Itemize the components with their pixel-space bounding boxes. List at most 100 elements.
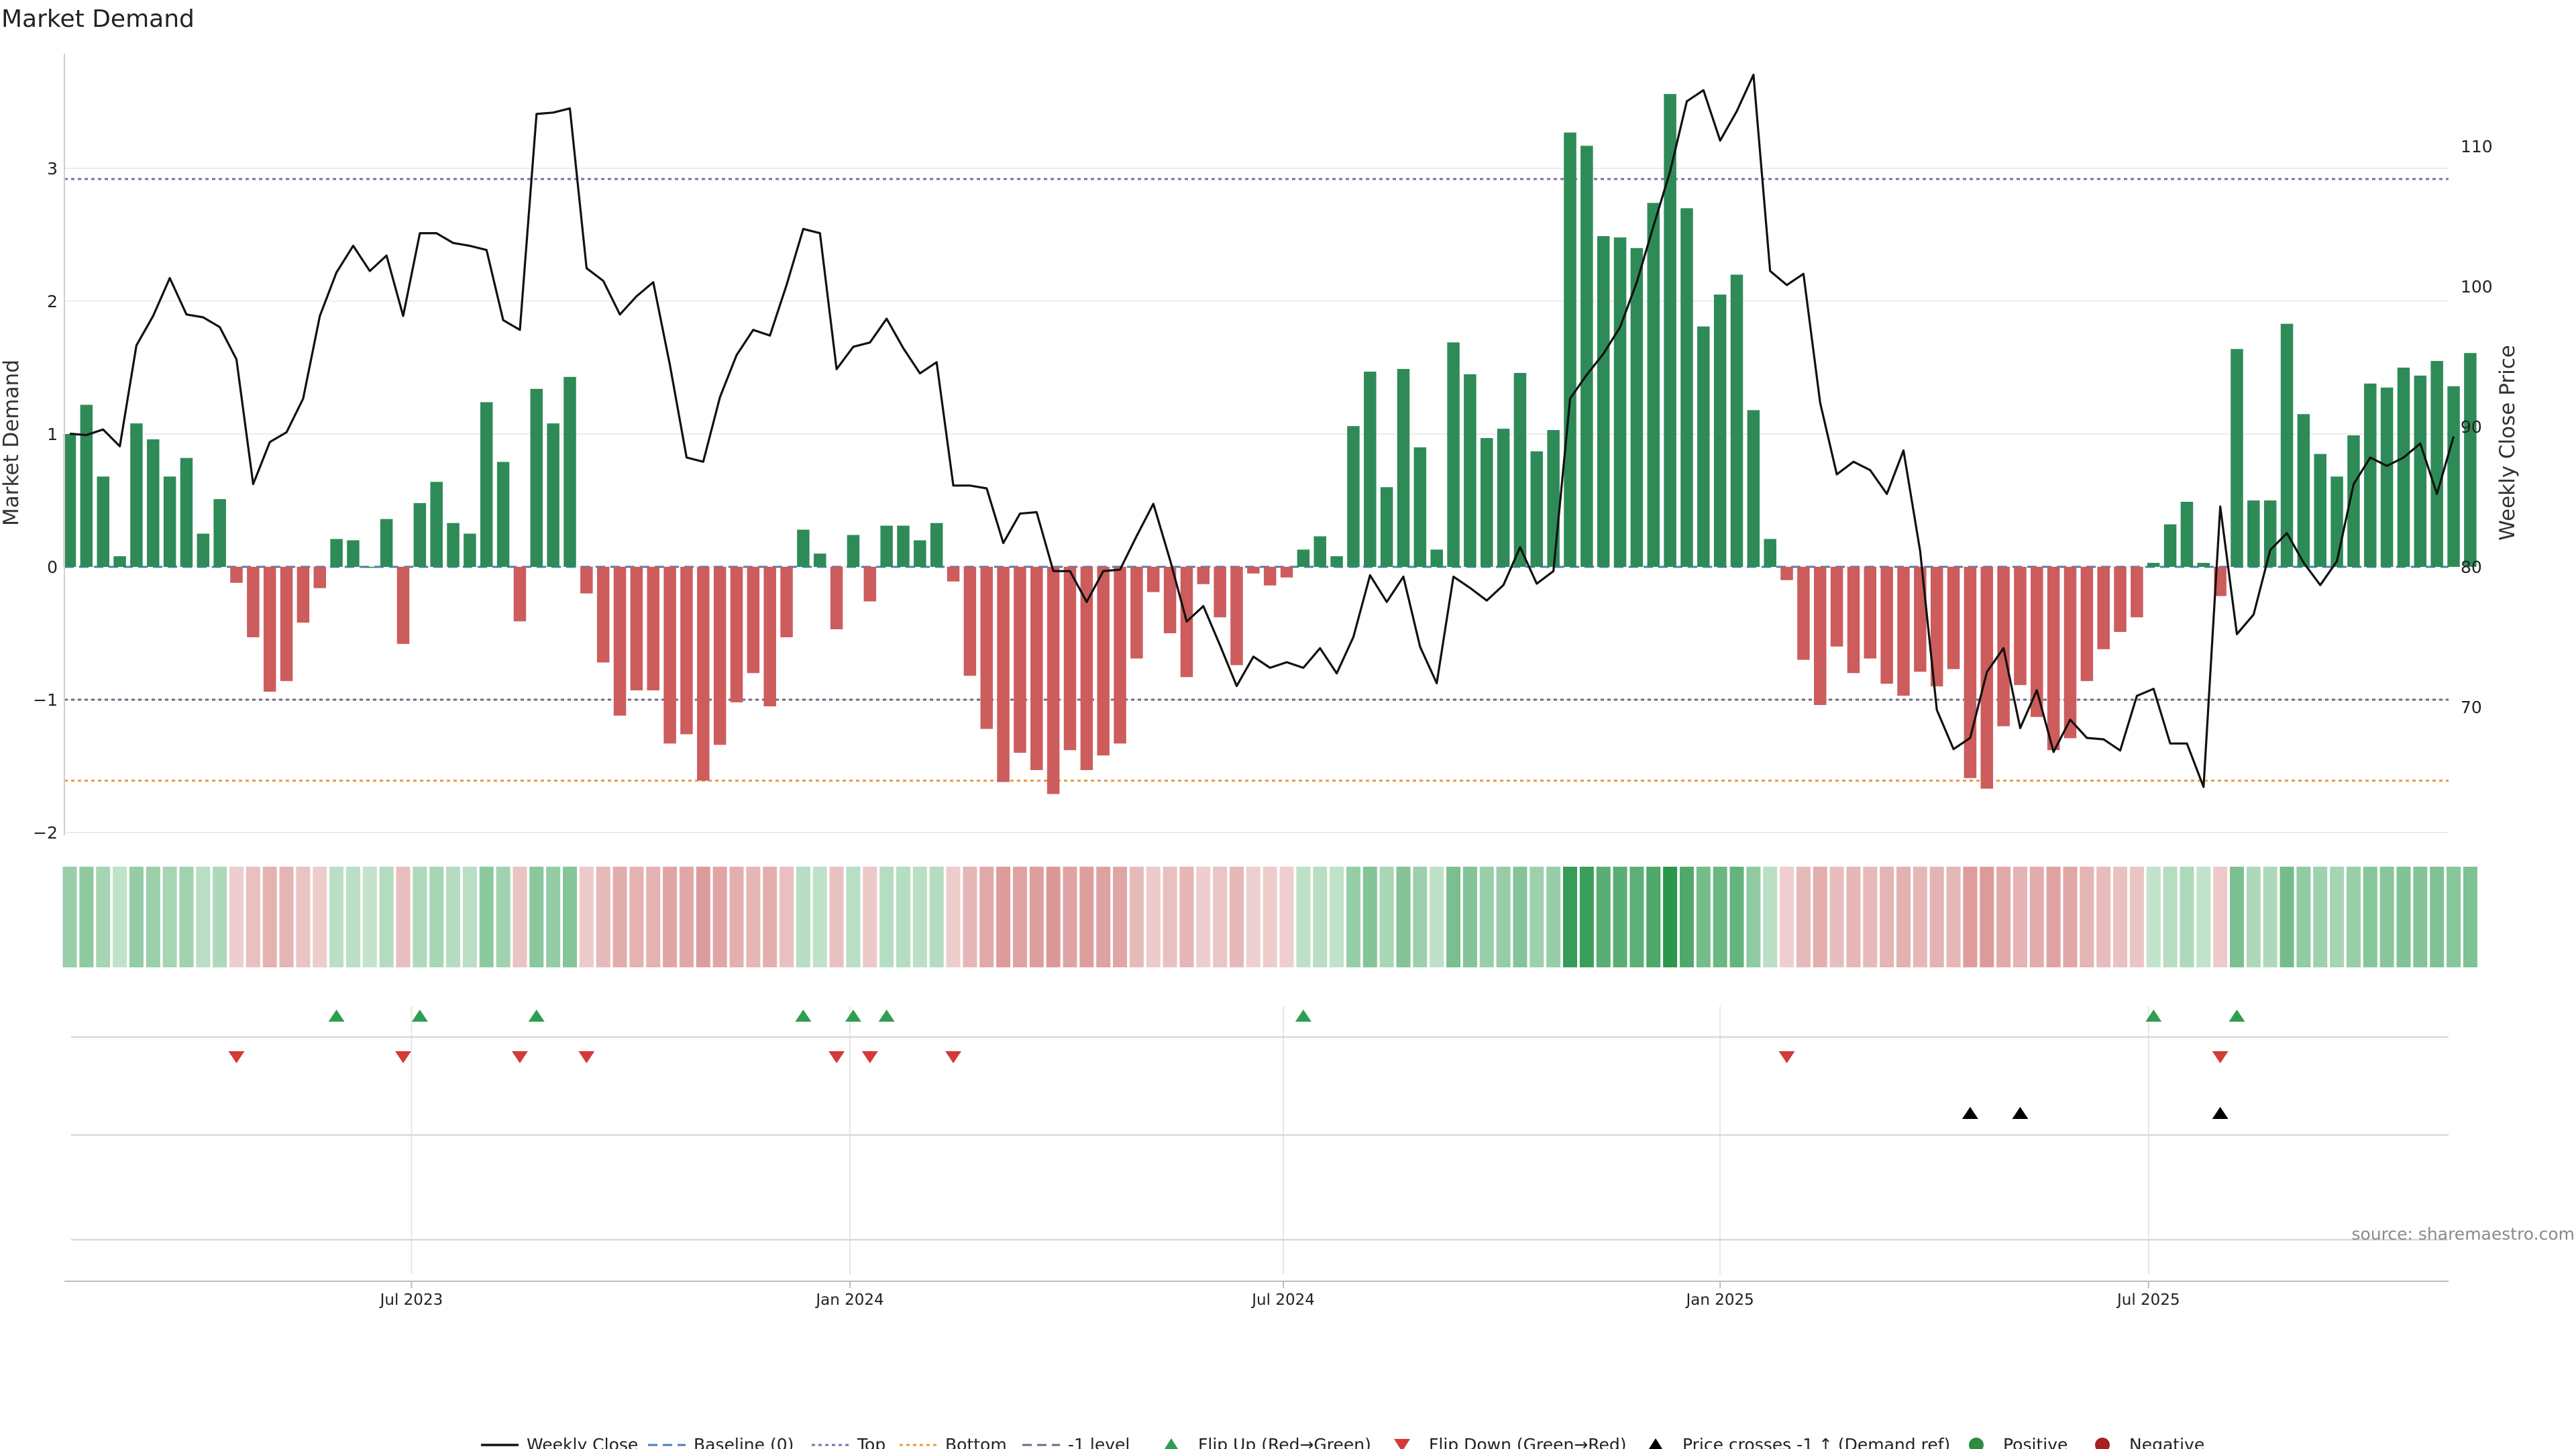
heat-cell (780, 867, 794, 967)
demand-bar (180, 458, 193, 567)
signal-panels (71, 1010, 2449, 1241)
heat-cell (796, 867, 810, 967)
demand-bar (2464, 353, 2477, 567)
heat-cell (62, 867, 77, 967)
heat-cell (229, 867, 244, 967)
demand-bar (547, 423, 559, 567)
heat-cell (2413, 867, 2428, 967)
demand-bar (1430, 549, 1443, 567)
heat-cell (679, 867, 694, 967)
heat-cell (2113, 867, 2128, 967)
demand-bar (2197, 563, 2210, 567)
y-right-tick-label: 110 (2461, 137, 2493, 156)
heat-cell (1279, 867, 1294, 967)
heat-cell (1362, 867, 1377, 967)
demand-bar (2414, 375, 2427, 567)
x-tick-label: Jan 2025 (1684, 1291, 1754, 1309)
demand-bar (713, 567, 727, 745)
demand-bar (1347, 426, 1360, 567)
y-left-tick-label: 2 (47, 292, 58, 311)
heat-cell (213, 867, 227, 967)
demand-bar (914, 540, 926, 567)
demand-bar (1014, 567, 1026, 753)
heat-cell (1813, 867, 1827, 967)
legend-label: Flip Down (Green→Red) (1429, 1435, 1627, 1449)
heat-cell (1379, 867, 1394, 967)
demand-bar (880, 525, 893, 567)
flip-up-marker (795, 1010, 812, 1022)
legend: Weekly Close Baseline (0) Top Bottom -1 leve… (481, 1435, 2204, 1449)
demand-bar (163, 476, 176, 567)
demand-bar (830, 567, 843, 630)
demand-bar (2364, 383, 2377, 567)
demand-bar (1947, 567, 1960, 669)
demand-bar (2297, 414, 2310, 567)
heat-cell (529, 867, 544, 967)
demand-bar (980, 567, 993, 729)
demand-bars (63, 94, 2477, 794)
heat-cell (1880, 867, 1894, 967)
demand-bar (2430, 361, 2443, 567)
heat-cell (2379, 867, 2394, 967)
heat-cell (2129, 867, 2144, 967)
heat-cell (846, 867, 861, 967)
heat-cell (1863, 867, 1878, 967)
heat-cell (2012, 867, 2027, 967)
legend-swatch (1164, 1438, 1179, 1449)
price-cross-marker (2212, 1107, 2229, 1119)
demand-bar (230, 567, 243, 583)
demand-bar (1914, 567, 1927, 672)
right-axis-title: Weekly Close Price (2496, 345, 2520, 541)
price-line-layer (69, 73, 2455, 788)
demand-bar (130, 423, 143, 567)
demand-bar (396, 567, 410, 644)
demand-bar (1163, 567, 1177, 633)
heat-cell (1546, 867, 1561, 967)
heat-cell (929, 867, 944, 967)
gridlines (64, 168, 2449, 1275)
axes: −2 −1 0 1 2 3 70 80 90 100 110 Jul 2023 Jan 2024 Jul … (33, 54, 2493, 1309)
demand-bar (947, 567, 960, 582)
heat-cell (1529, 867, 1544, 967)
demand-bar (1764, 539, 1776, 567)
heat-cell (2080, 867, 2094, 967)
legend-label: Positive (2003, 1435, 2068, 1449)
heat-cell (1679, 867, 1694, 967)
demand-bar (1697, 326, 1710, 567)
demand-bar (1964, 567, 1977, 778)
demand-bar (1481, 437, 1493, 567)
demand-bar (1080, 567, 1093, 770)
heat-cell (96, 867, 111, 967)
heat-cell (1046, 867, 1061, 967)
heat-cell (2029, 867, 2044, 967)
flip-up-marker (878, 1010, 895, 1022)
demand-bar (80, 405, 93, 567)
heat-cell (1129, 867, 1144, 967)
heat-cell (196, 867, 211, 967)
flip-down-marker (1778, 1051, 1795, 1063)
demand-bar (1664, 94, 1676, 567)
heat-cell (546, 867, 561, 967)
demand-bar (1580, 146, 1593, 568)
heat-cell (729, 867, 744, 967)
demand-bar (1280, 567, 1293, 578)
price-cross-marker (1962, 1107, 1978, 1119)
demand-bar (1814, 567, 1827, 705)
heat-cell (345, 867, 360, 967)
heat-cell (479, 867, 494, 967)
heat-cell (712, 867, 727, 967)
heat-cell (1579, 867, 1594, 967)
heat-cell (2096, 867, 2111, 967)
demand-bar (347, 540, 360, 567)
heat-cell (1496, 867, 1511, 967)
demand-bar (1513, 372, 1527, 567)
demand-bar (447, 523, 460, 567)
demand-bar (730, 567, 743, 702)
legend-swatch (2095, 1438, 2110, 1449)
demand-bar (1613, 237, 1627, 567)
reference-lines (64, 178, 2449, 782)
x-tick-label: Jan 2024 (814, 1291, 883, 1309)
demand-bar (413, 502, 427, 567)
demand-bar (147, 439, 160, 567)
